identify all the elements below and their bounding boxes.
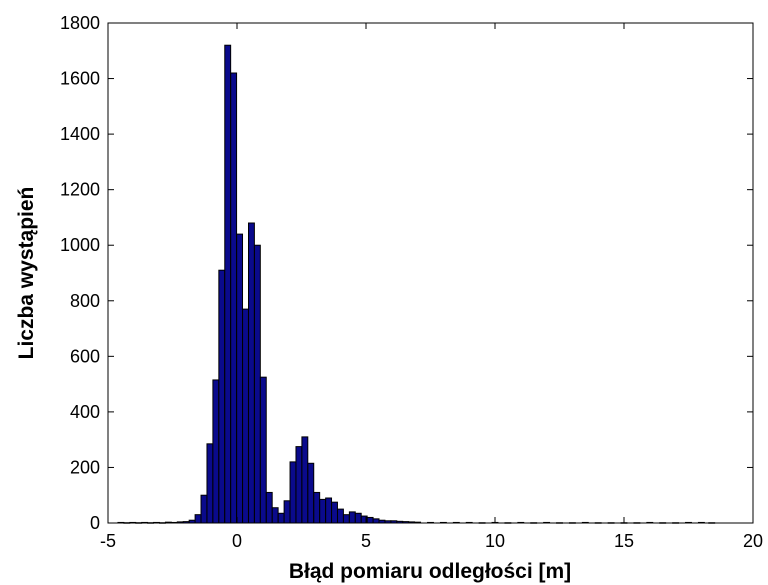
y-tick-label: 800: [70, 291, 100, 311]
histogram-bar: [402, 521, 410, 524]
histogram-bar: [633, 522, 641, 524]
histogram-bar: [265, 491, 273, 524]
x-tick-label: 20: [743, 531, 763, 551]
histogram-bar: [176, 521, 184, 524]
y-tick-label: 600: [70, 346, 100, 366]
histogram-bar: [348, 511, 356, 524]
histogram-bar: [396, 520, 404, 524]
histogram-bar: [242, 308, 249, 524]
histogram-bar: [153, 521, 160, 524]
histogram-bar: [230, 72, 238, 524]
histogram-bar: [135, 522, 143, 524]
histogram-bar: [236, 233, 244, 524]
y-tick-label: 0: [90, 513, 100, 533]
histogram-bar: [117, 521, 125, 524]
histogram-bar: [672, 522, 680, 524]
histogram-bar: [594, 522, 602, 524]
histogram-bar: [543, 521, 551, 524]
histogram-bar: [427, 521, 434, 524]
histogram-bar: [147, 522, 155, 524]
histogram-bar: [277, 512, 285, 524]
histogram-bar: [224, 44, 232, 524]
x-tick-label: -5: [100, 531, 116, 551]
histogram-bar: [581, 521, 589, 524]
y-tick-label: 1800: [60, 13, 100, 33]
histogram-bar: [164, 521, 172, 524]
y-tick-label: 1000: [60, 235, 100, 255]
histogram-bar: [342, 514, 350, 524]
x-axis-title: Błąd pomiaru odległości [m]: [289, 560, 571, 583]
histogram-bar: [685, 521, 692, 524]
histogram-bar: [439, 521, 447, 524]
y-tick-label: 400: [70, 402, 100, 422]
histogram-bar: [295, 446, 303, 524]
histogram-bar: [141, 521, 149, 524]
histogram-bar: [390, 520, 398, 524]
y-tick-label: 1200: [60, 180, 100, 200]
histogram-bar: [354, 512, 362, 524]
histogram-bar: [259, 376, 267, 524]
histogram-bar: [568, 522, 576, 524]
histogram-bar: [378, 519, 386, 524]
histogram-bar: [194, 514, 202, 524]
histogram-bar: [697, 521, 705, 524]
histogram-bar: [384, 520, 392, 524]
histogram-bar: [170, 521, 178, 524]
histogram-bar: [465, 521, 473, 524]
x-tick-label: 15: [614, 531, 634, 551]
x-tick-label: 0: [232, 531, 242, 551]
histogram-bar: [556, 522, 563, 524]
histogram-bar: [159, 522, 166, 524]
histogram-bar: [504, 522, 512, 524]
histogram-bar: [248, 222, 255, 524]
histogram-bar: [517, 521, 525, 524]
histogram-bar: [307, 462, 315, 524]
histogram-bar: [607, 522, 615, 524]
histogram-bar: [123, 522, 131, 524]
histogram-bar: [478, 522, 486, 524]
histogram-bar: [452, 521, 460, 524]
histogram-bar: [659, 522, 667, 524]
histogram-bar: [206, 443, 214, 524]
histogram-bar: [253, 244, 261, 524]
histogram-bar: [283, 500, 291, 524]
histogram-bar: [331, 501, 338, 524]
histogram-bar: [218, 269, 226, 524]
bars-group: [117, 44, 716, 524]
histogram-bar: [200, 494, 208, 524]
y-tick-label: 200: [70, 457, 100, 477]
ticks-group: -5 0 5 10 15 20020040060080010001200140016001…: [60, 13, 763, 551]
histogram-bar: [289, 461, 297, 524]
y-tick-label: 1600: [60, 69, 100, 89]
histogram-bar: [414, 521, 422, 524]
histogram-bar: [408, 521, 416, 524]
histogram-bar: [271, 507, 279, 524]
histogram-bar: [366, 516, 374, 524]
histogram-bar: [188, 519, 196, 524]
histogram-bar: [313, 491, 321, 524]
y-tick-label: 1400: [60, 124, 100, 144]
histogram-bar: [708, 522, 716, 524]
histogram-bar: [646, 521, 654, 524]
histogram-bar: [319, 498, 327, 524]
histogram-bar: [301, 436, 309, 524]
histogram-bar: [325, 497, 333, 524]
histogram-bar: [129, 521, 137, 524]
x-tick-label: 10: [485, 531, 505, 551]
histogram-bar: [212, 379, 220, 524]
x-tick-label: 5: [361, 531, 371, 551]
y-axis-title: Liczba wystąpień: [15, 187, 38, 360]
histogram-bar: [372, 518, 380, 524]
histogram-bar: [337, 508, 344, 524]
histogram-bar: [530, 522, 538, 524]
histogram-bar: [182, 521, 190, 524]
plot-area: [107, 22, 754, 524]
